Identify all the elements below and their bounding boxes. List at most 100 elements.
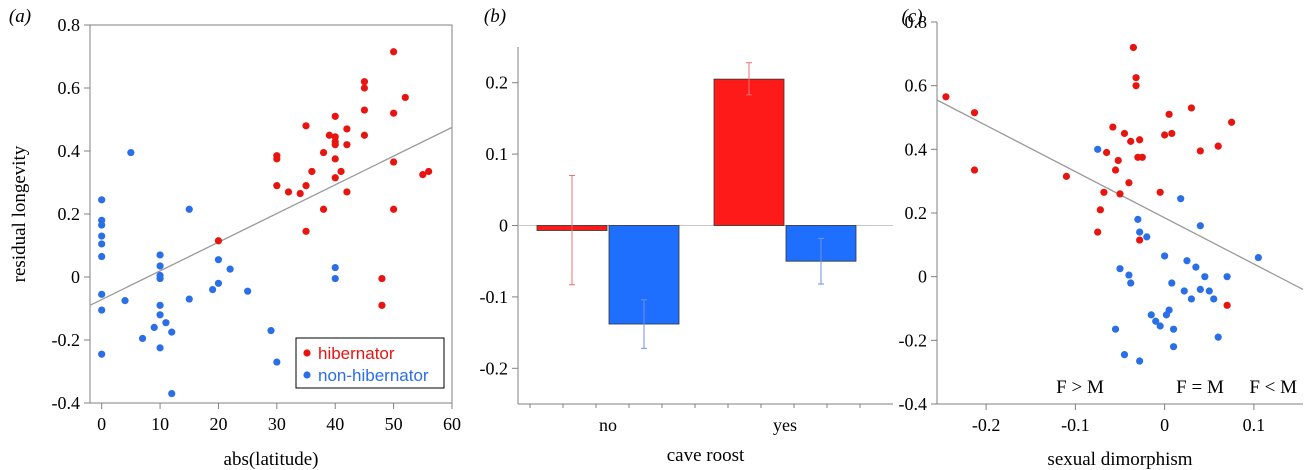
non-hibernator-point xyxy=(1165,306,1173,314)
hibernator-point xyxy=(331,155,339,163)
y-tick-label: -0.4 xyxy=(899,394,928,414)
non-hibernator-point xyxy=(1152,317,1160,325)
hibernator-point xyxy=(390,109,398,117)
hibernator-point xyxy=(1132,82,1140,90)
hibernator-point xyxy=(273,152,281,160)
hibernator-point xyxy=(331,141,339,149)
hibernator-point xyxy=(1136,236,1144,244)
non-hibernator-point xyxy=(156,311,164,319)
x-tick-label: -0.2 xyxy=(972,415,1001,435)
non-hibernator-point xyxy=(156,274,164,283)
hibernator-point xyxy=(942,93,950,101)
y-tick-label: -0.4 xyxy=(52,393,81,413)
hibernator-point xyxy=(214,237,223,245)
panel-c-scatter: (c) -0.2 -0.1 0 0.1 0.8 0.6 0.4 0.2 0 -0.2 -0.4 sexu… xyxy=(899,6,1304,470)
non-hibernator-point xyxy=(1136,228,1144,236)
y-tick-label: 0.2 xyxy=(486,73,509,93)
non-hibernator-point xyxy=(1125,271,1133,279)
hibernator-point xyxy=(1187,104,1196,112)
non-hibernator-point xyxy=(1169,343,1178,351)
non-hibernator-point xyxy=(214,279,223,287)
hibernator-point xyxy=(1116,190,1124,198)
hibernator-point xyxy=(390,205,398,213)
non-hibernator-point xyxy=(1127,279,1135,287)
hibernator-point xyxy=(1120,129,1129,138)
x-tick-label: 30 xyxy=(268,414,286,434)
non-hibernator-point xyxy=(226,265,234,273)
hibernator-point xyxy=(1168,129,1176,138)
hibernator-point xyxy=(1227,118,1236,126)
non-hibernator-point xyxy=(168,328,176,336)
hibernator-point xyxy=(1096,206,1104,214)
y-tick-label: 0.2 xyxy=(58,204,81,224)
hibernator-point xyxy=(1136,136,1144,144)
non-hibernator-point xyxy=(273,358,281,366)
non-hibernator-point xyxy=(156,251,164,259)
non-hibernator-point xyxy=(267,326,275,335)
x-tick-label: 20 xyxy=(209,414,227,434)
non-hibernator-point xyxy=(244,287,252,295)
y-tick-label: 0 xyxy=(499,216,508,236)
non-hibernator-point xyxy=(1201,273,1209,281)
hibernator-point xyxy=(390,48,398,56)
non-hibernator-point xyxy=(1223,273,1231,281)
hibernator-point xyxy=(1156,188,1164,196)
non-hibernator-point xyxy=(156,301,164,309)
hibernator-point xyxy=(1214,142,1222,150)
hibernator-point xyxy=(325,131,333,139)
non-hibernator-point xyxy=(185,295,193,303)
y-tick-label: 0.8 xyxy=(905,12,928,32)
dimorphism-annotation: F > M xyxy=(1056,377,1104,398)
hibernator-point xyxy=(319,205,328,213)
y-tick-label: 0.6 xyxy=(905,76,928,96)
non-hibernator-point xyxy=(1205,287,1213,295)
non-hibernator-point xyxy=(1192,263,1200,271)
non-hibernator-point xyxy=(185,205,193,213)
legend-label-hibernator: hibernator xyxy=(318,344,395,363)
non-hibernator-point xyxy=(1187,295,1196,303)
hibernator-point xyxy=(1062,172,1071,180)
hibernator-point xyxy=(360,78,369,86)
dimorphism-annotation: F < M xyxy=(1249,377,1297,398)
non-hibernator-point xyxy=(1116,265,1124,273)
x-tick-label: -0.1 xyxy=(1061,415,1090,435)
y-tick-label: -0.2 xyxy=(899,330,928,350)
non-hibernator-point xyxy=(156,262,164,270)
hibernator-point xyxy=(273,182,281,190)
x-tick-label: 0.1 xyxy=(1243,415,1266,435)
non-hibernator-point xyxy=(138,334,147,343)
hibernator-point xyxy=(378,301,386,309)
non-hibernator-point xyxy=(1183,257,1191,265)
hibernator-point xyxy=(1094,228,1102,236)
hibernator-point xyxy=(296,189,304,198)
hibernator-point xyxy=(360,106,369,114)
y-tick-label: 0.1 xyxy=(486,144,509,164)
hibernator-point xyxy=(1100,188,1108,196)
x-tick-label: 40 xyxy=(326,414,344,434)
hibernator-point xyxy=(331,112,339,120)
x-tick-label: 60 xyxy=(443,414,461,434)
x-tick-label: 50 xyxy=(385,414,403,434)
non-hibernator-point xyxy=(1120,351,1129,359)
y-tick-label: -0.2 xyxy=(52,330,81,350)
non-hibernator-point xyxy=(127,148,135,157)
non-hibernator-point xyxy=(168,389,176,398)
non-hibernator-point xyxy=(98,240,106,248)
non-hibernator-point xyxy=(98,306,106,314)
x-axis-label: sexual dimorphism xyxy=(1047,449,1192,470)
non-hibernator-point xyxy=(1214,333,1222,341)
non-hibernator-point xyxy=(1134,215,1142,223)
hibernator-point xyxy=(1111,166,1120,174)
panel-label: (c) xyxy=(901,6,922,27)
x-axis-label: abs(latitude) xyxy=(224,449,319,470)
hibernator-point xyxy=(343,141,351,149)
hibernator-point xyxy=(1138,153,1146,161)
hibernator-point xyxy=(308,167,316,176)
non-hibernator-point xyxy=(1210,295,1218,303)
hibernator-point xyxy=(1129,43,1137,52)
fit-line xyxy=(89,126,453,306)
x-category-label: yes xyxy=(773,415,797,435)
non-hibernator-point xyxy=(98,350,106,358)
x-tick-label: 0 xyxy=(97,414,106,434)
